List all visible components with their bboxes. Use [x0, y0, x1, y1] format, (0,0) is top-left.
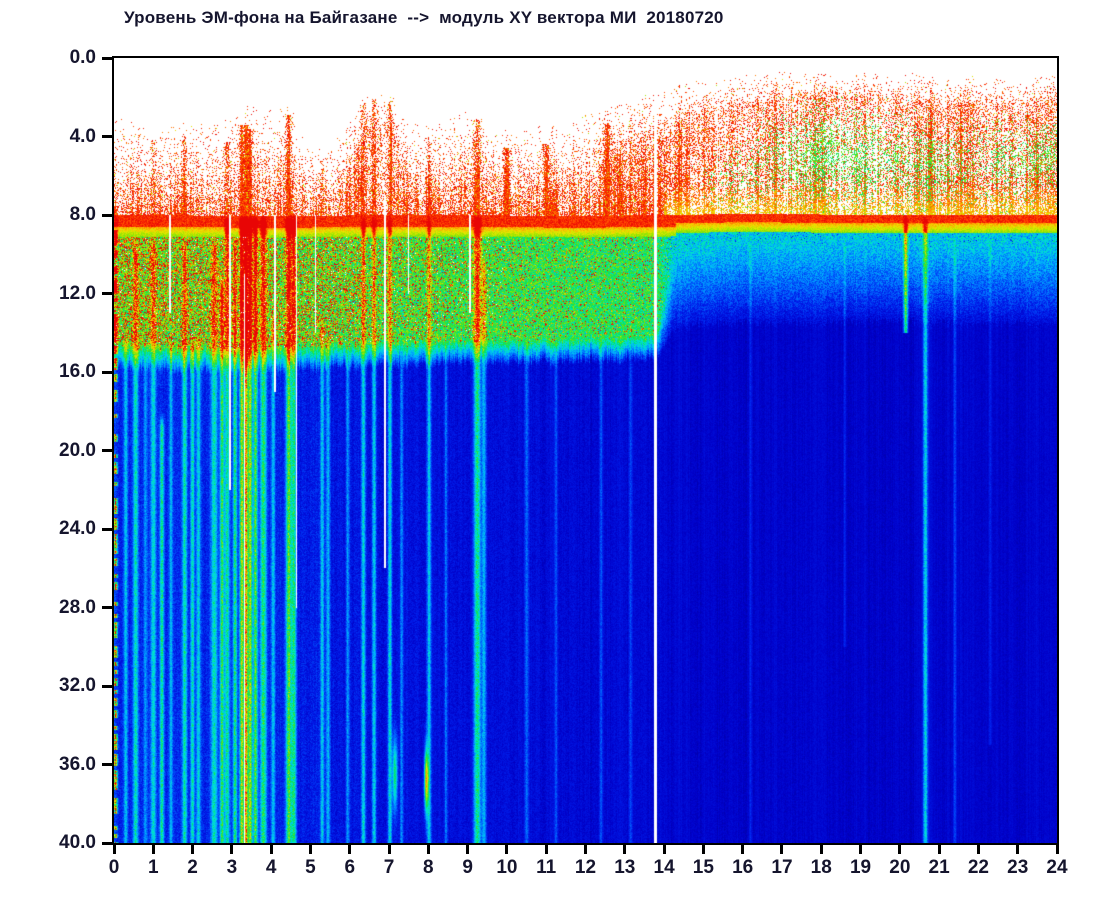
y-axis-tick-label: 24.0: [59, 518, 96, 539]
x-axis-tick-label: 3: [226, 857, 238, 878]
x-axis-tick-label: 15: [692, 857, 714, 878]
x-axis-tick-label: 8: [423, 857, 434, 878]
x-axis-tick: [1016, 845, 1020, 854]
x-axis-tick: [898, 845, 902, 854]
x-axis-tick: [387, 845, 391, 854]
x-axis-tick: [269, 845, 273, 854]
plot-frame: [112, 56, 1059, 845]
y-axis-tick: [102, 135, 113, 138]
x-axis-tick: [937, 845, 941, 854]
y-axis-tick-label: 28.0: [59, 596, 96, 618]
x-axis-tick: [623, 845, 627, 854]
x-axis-tick-label: 0: [108, 857, 120, 878]
x-axis-tick: [662, 845, 666, 854]
x-axis-tick-label: 21: [928, 857, 950, 878]
x-axis-tick-label: 23: [1007, 857, 1029, 878]
x-axis-tick-label: 9: [462, 857, 473, 878]
y-axis-tick-label: 16.0: [59, 361, 96, 382]
x-axis-tick-label: 14: [653, 857, 675, 878]
y-axis-tick: [102, 684, 113, 688]
y-axis-tick: [102, 56, 113, 60]
y-axis-tick: [102, 449, 113, 452]
y-axis-tick: [102, 763, 113, 766]
x-axis-tick-label: 2: [187, 857, 198, 878]
x-axis-tick: [505, 845, 509, 854]
y-axis-tick: [102, 527, 113, 531]
x-axis-tick: [859, 845, 863, 854]
y-axis-tick: [102, 213, 113, 217]
y-axis-tick-label: 8.0: [69, 204, 96, 225]
y-axis-tick-label: 32.0: [59, 675, 96, 696]
y-axis-tick-label: 36.0: [59, 753, 96, 775]
x-axis-tick-label: 6: [344, 857, 356, 878]
y-axis-tick: [102, 841, 113, 845]
x-axis-tick-label: 19: [849, 857, 872, 878]
x-axis-tick: [151, 845, 155, 854]
y-axis-tick-label: 4.0: [69, 125, 96, 147]
x-axis-tick-label: 1: [147, 857, 159, 878]
x-axis-tick-label: 20: [889, 857, 911, 878]
x-axis-tick-label: 18: [810, 857, 832, 878]
x-axis-tick-label: 22: [967, 857, 989, 878]
x-axis-tick: [308, 845, 312, 854]
y-axis-tick-label: 40.0: [59, 832, 96, 853]
x-axis-tick-label: 10: [496, 857, 518, 878]
y-axis-tick: [102, 292, 113, 295]
x-axis-tick: [976, 845, 980, 854]
x-axis-tick-label: 5: [305, 857, 316, 878]
x-axis-tick: [819, 845, 823, 854]
x-axis-tick: [701, 845, 705, 854]
x-axis-tick: [191, 845, 195, 854]
x-axis-tick-label: 4: [265, 857, 277, 878]
y-axis-tick: [102, 370, 113, 374]
y-axis-tick-label: 20.0: [59, 439, 96, 461]
spectrogram-canvas: [114, 58, 1057, 843]
chart-title: Уровень ЭМ-фона на Байгазане --> модуль …: [124, 8, 724, 27]
x-axis-tick-label: 13: [614, 857, 636, 878]
x-axis-tick: [780, 845, 784, 854]
x-axis-tick: [544, 845, 548, 854]
y-axis-tick: [102, 606, 113, 609]
y-axis-tick-label: 0.0: [69, 47, 96, 68]
x-axis-tick: [741, 845, 745, 854]
y-axis-tick-label: 12.0: [59, 282, 96, 304]
x-axis-tick: [584, 845, 587, 854]
x-axis-tick: [1055, 845, 1059, 854]
x-axis-tick-label: 12: [574, 857, 597, 878]
x-axis-tick: [112, 845, 116, 854]
x-axis-tick-label: 11: [536, 857, 557, 878]
x-axis-tick-label: 7: [383, 857, 395, 878]
x-axis-tick-label: 16: [732, 857, 754, 878]
x-axis-tick: [348, 845, 352, 854]
x-axis-tick-label: 17: [771, 857, 793, 878]
x-axis-tick-label: 24: [1046, 857, 1068, 878]
x-axis-tick: [426, 845, 430, 854]
x-axis-tick: [230, 845, 234, 854]
x-axis-tick: [466, 845, 470, 854]
